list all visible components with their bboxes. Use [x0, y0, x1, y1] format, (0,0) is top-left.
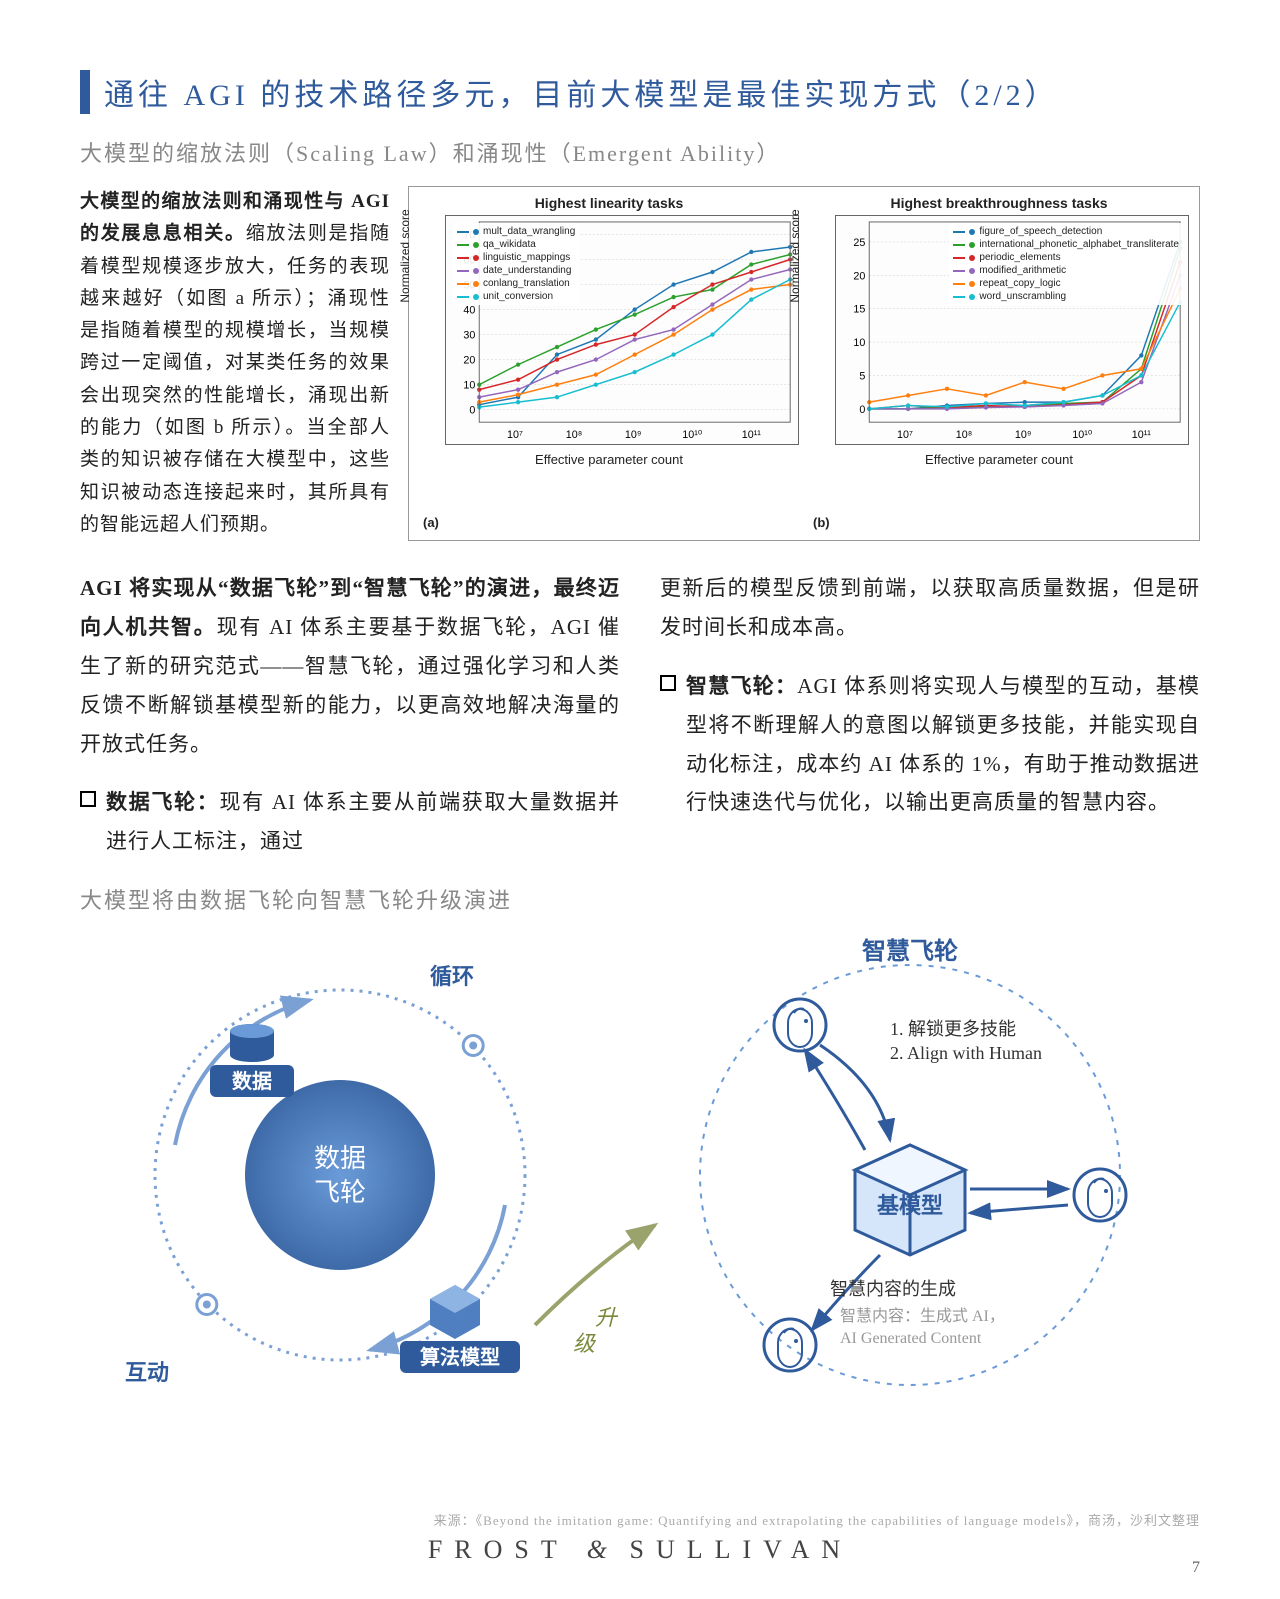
svg-text:互动: 互动 — [125, 1360, 169, 1385]
svg-text:2. Align with Human: 2. Align with Human — [890, 1043, 1042, 1063]
chart-a-legend: mult_data_wranglingqa_wikidatalinguistic… — [453, 223, 579, 305]
svg-text:1. 解锁更多技能: 1. 解锁更多技能 — [890, 1019, 1016, 1039]
title-accent-bar — [80, 70, 90, 114]
svg-text:10¹⁰: 10¹⁰ — [1072, 429, 1093, 441]
bullet-square-icon — [80, 791, 96, 807]
bullet-wisdom-flywheel: 智慧飞轮：AGI 体系则将实现人与模型的互动，基模型将不断理解人的意图以解锁更多… — [660, 667, 1200, 822]
svg-text:10: 10 — [853, 337, 865, 349]
svg-text:10: 10 — [463, 380, 475, 392]
bullet-data-flywheel: 数据飞轮：现有 AI 体系主要从前端获取大量数据并进行人工标注，通过 — [80, 783, 620, 861]
mid-right-top: 更新后的模型反馈到前端，以获取高质量数据，但是研发时间长和成本高。 — [660, 569, 1200, 647]
page-title-row: 通往 AGI 的技术路径多元，目前大模型是最佳实现方式（2/2） — [80, 70, 1200, 114]
page-title: 通往 AGI 的技术路径多元，目前大模型是最佳实现方式（2/2） — [104, 70, 1059, 114]
svg-text:0: 0 — [469, 405, 475, 417]
mid-col-right: 更新后的模型反馈到前端，以获取高质量数据，但是研发时间长和成本高。 智慧飞轮：A… — [660, 569, 1200, 861]
svg-text:基模型: 基模型 — [877, 1193, 943, 1218]
svg-text:5: 5 — [859, 370, 865, 382]
chart-a-x-label: Effective parameter count — [419, 452, 799, 467]
svg-text:25: 25 — [853, 237, 865, 249]
svg-text:10⁷: 10⁷ — [507, 429, 523, 441]
mid-col-left: AGI 将实现从“数据飞轮”到“智慧飞轮”的演进，最终迈向人机共智。现有 AI … — [80, 569, 620, 861]
top-section: 大模型的缩放法则和涌现性与 AGI 的发展息息相关。缩放法则是指随着模型规模逐步… — [80, 186, 1200, 541]
svg-text:10⁹: 10⁹ — [1015, 429, 1032, 441]
source-citation: 来源：《Beyond the imitation game: Quantifyi… — [434, 1510, 1200, 1529]
page-number: 7 — [1192, 1559, 1200, 1577]
footer-brand-2: SULLIVAN — [630, 1535, 853, 1564]
intro-rest: 缩放法则是指随着模型规模逐步放大，任务的表现越来越好（如图 a 所示）；涌现性是… — [80, 223, 390, 535]
chart-b-title: Highest breakthroughness tasks — [809, 195, 1189, 211]
svg-text:算法模型: 算法模型 — [420, 1345, 500, 1369]
svg-text:智慧飞轮: 智慧飞轮 — [862, 937, 958, 965]
svg-text:数据: 数据 — [232, 1069, 272, 1093]
svg-text:智慧内容：生成式 AI，: 智慧内容：生成式 AI， — [840, 1307, 1005, 1325]
footer-brand: FROST & SULLIVAN — [0, 1535, 1280, 1565]
svg-text:10⁷: 10⁷ — [897, 429, 913, 441]
footer-brand-1: FROST — [428, 1535, 568, 1564]
bullet-right-head: 智慧飞轮： — [686, 674, 797, 698]
bullet-left-head: 数据飞轮： — [106, 790, 219, 814]
chart-a: Highest linearity tasks Normalized score… — [419, 195, 799, 532]
svg-text:10¹¹: 10¹¹ — [1132, 429, 1152, 441]
flywheel-diagram: 数据飞轮 数据 算法模型 循环互动 升级 智慧飞轮 基模型 1. 解锁更多技能 2. A… — [80, 925, 1200, 1405]
svg-text:30: 30 — [463, 329, 475, 341]
svg-text:40: 40 — [463, 304, 475, 316]
diagram-svg: 数据飞轮 数据 算法模型 循环互动 升级 智慧飞轮 基模型 1. 解锁更多技能 2. A… — [80, 925, 1200, 1405]
svg-text:20: 20 — [853, 270, 865, 282]
diagram-title: 大模型将由数据飞轮向智慧飞轮升级演进 — [80, 883, 1200, 915]
chart-b-y-label: Normalized score — [788, 209, 802, 302]
svg-text:智慧内容的生成: 智慧内容的生成 — [830, 1279, 956, 1299]
charts-container: Highest linearity tasks Normalized score… — [408, 186, 1200, 541]
intro-paragraph: 大模型的缩放法则和涌现性与 AGI 的发展息息相关。缩放法则是指随着模型规模逐步… — [80, 186, 390, 541]
chart-b-tag: (b) — [813, 515, 830, 530]
chart-a-title: Highest linearity tasks — [419, 195, 799, 211]
chart-a-tag: (a) — [423, 515, 439, 530]
chart-b-legend: figure_of_speech_detectioninternational_… — [949, 223, 1183, 305]
svg-text:20: 20 — [463, 355, 475, 367]
svg-text:15: 15 — [853, 304, 865, 316]
chart-a-y-label: Normalized score — [398, 209, 412, 302]
page-subtitle: 大模型的缩放法则（Scaling Law）和涌现性（Emergent Abili… — [80, 136, 1200, 168]
chart-b: Highest breakthroughness tasks Normalize… — [809, 195, 1189, 532]
svg-text:级: 级 — [573, 1331, 597, 1356]
svg-text:10⁸: 10⁸ — [956, 429, 973, 441]
svg-text:升: 升 — [595, 1305, 619, 1330]
footer-brand-amp: & — [587, 1535, 611, 1564]
svg-text:10¹¹: 10¹¹ — [742, 429, 762, 441]
mid-columns: AGI 将实现从“数据飞轮”到“智慧飞轮”的演进，最终迈向人机共智。现有 AI … — [80, 569, 1200, 861]
svg-text:数据: 数据 — [314, 1144, 366, 1173]
svg-text:10⁸: 10⁸ — [566, 429, 583, 441]
svg-text:10¹⁰: 10¹⁰ — [682, 429, 703, 441]
svg-text:循环: 循环 — [430, 964, 474, 989]
svg-text:AI Generated Content: AI Generated Content — [840, 1330, 982, 1347]
bullet-square-icon — [660, 675, 676, 691]
svg-text:飞轮: 飞轮 — [314, 1178, 366, 1207]
svg-text:0: 0 — [859, 404, 865, 416]
chart-b-x-label: Effective parameter count — [809, 452, 1189, 467]
svg-text:10⁹: 10⁹ — [625, 429, 642, 441]
